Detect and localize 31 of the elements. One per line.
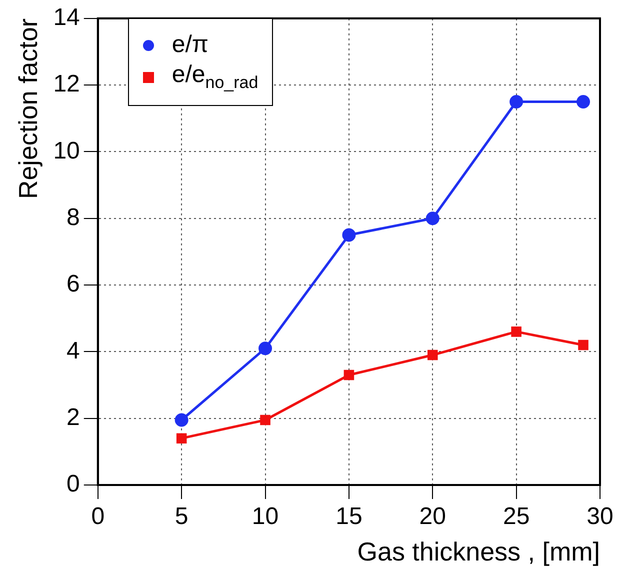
- y-tick-label: 4: [66, 337, 80, 364]
- y-tick-label: 14: [53, 4, 80, 32]
- point: [510, 94, 524, 108]
- x-tick-label: 0: [91, 503, 105, 530]
- y-tick-label: 12: [53, 70, 80, 98]
- point: [427, 350, 438, 360]
- point: [260, 414, 270, 426]
- y-tick-label: 8: [66, 204, 80, 231]
- x-tick-label: 5: [174, 503, 188, 530]
- y-tick-label: 10: [53, 137, 80, 164]
- x-axis-title: Gas thickness , [mm]: [357, 536, 600, 567]
- y-tick-label: 2: [66, 404, 80, 431]
- legend-label: e/π: [172, 31, 208, 58]
- y-tick-label: 6: [66, 270, 80, 298]
- x-tick-label: 15: [336, 503, 362, 530]
- y-tick-label: 0: [66, 470, 80, 498]
- y-axis-title: Rejection factor: [12, 18, 43, 200]
- x-tick-label: 20: [419, 503, 446, 530]
- legend-label: e/e$_{no_rad}$: [172, 61, 258, 92]
- x-tick-label: 10: [252, 503, 279, 530]
- point: [511, 326, 522, 337]
- point: [578, 340, 588, 350]
- point: [176, 433, 187, 444]
- point: [174, 413, 188, 427]
- x-tick-label: 25: [502, 503, 530, 530]
- point: [258, 342, 272, 356]
- point: [344, 370, 354, 380]
- point: [342, 228, 356, 242]
- point: [426, 212, 440, 226]
- point: [576, 94, 590, 108]
- x-tick-label: 30: [586, 503, 614, 530]
